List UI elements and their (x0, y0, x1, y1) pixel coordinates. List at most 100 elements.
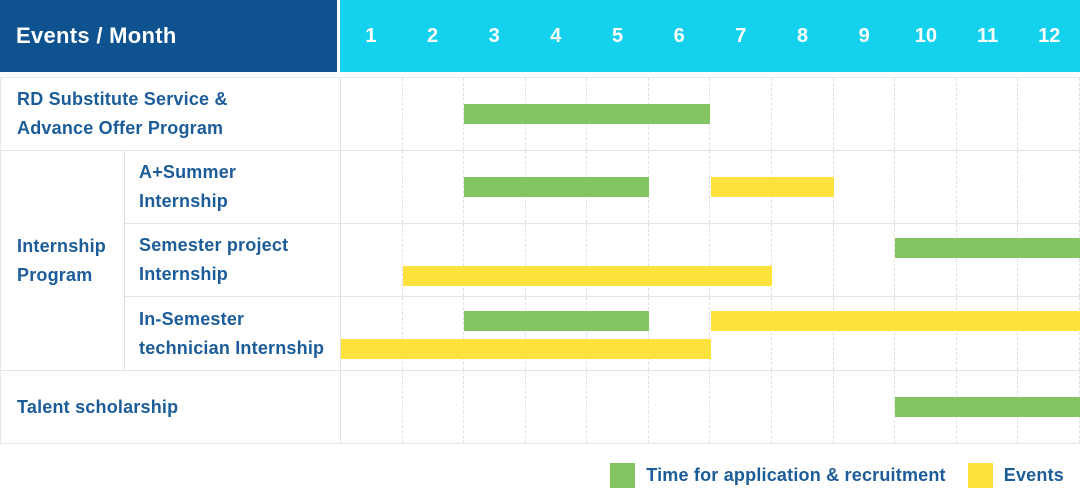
corner-header: Events / Month (0, 0, 337, 72)
grid-cell (649, 224, 711, 296)
grid-cell (957, 78, 1019, 150)
month-header-cell: 5 (611, 24, 624, 47)
grid-cell (464, 371, 526, 443)
bar-application (464, 104, 711, 124)
legend: Time for application & recruitment Events (610, 463, 1064, 488)
row-in-semester-technician-internship: In-Semester technician Internship (125, 297, 1080, 370)
row-group-internship-program: Internship Program A+Summer Internship Semes… (1, 151, 1080, 371)
month-header-cell: 6 (673, 24, 685, 47)
grid-cell (649, 151, 711, 223)
legend-item-application: Time for application & recruitment (610, 463, 946, 488)
month-header-cell: 12 (1038, 24, 1061, 47)
grid-cell (834, 371, 896, 443)
label-line: Internship (139, 264, 229, 284)
legend-label: Events (1003, 465, 1064, 485)
gantt-body: RD Substitute Service & Advance Offer Pro… (0, 77, 1080, 444)
grid-cell (1018, 151, 1080, 223)
row-rd-substitute-service: RD Substitute Service & Advance Offer Pro… (1, 78, 1080, 151)
month-header-cell: 9 (858, 24, 870, 47)
grid-cell (895, 224, 957, 296)
row-a-plus-summer-internship: A+Summer Internship (125, 151, 1080, 224)
grid-cell (957, 224, 1019, 296)
grid-cell (464, 224, 526, 296)
grid-cell (710, 78, 773, 150)
bar-event (710, 177, 834, 197)
bar-event (710, 311, 1080, 331)
grid-cell (834, 151, 896, 223)
grid-cell (834, 297, 896, 370)
grid-cell (772, 297, 834, 370)
grid-cell (526, 297, 588, 370)
grid-cell (341, 371, 403, 443)
month-header-cell: 7 (735, 24, 747, 47)
month-header-cell: 1 (365, 24, 377, 47)
month-header-cell: 2 (426, 24, 439, 47)
bar-application (464, 177, 649, 197)
grid-cell (649, 371, 711, 443)
timeline-semester-project-internship (341, 224, 1080, 296)
label-line: technician Internship (139, 337, 325, 358)
month-header-cell: 10 (914, 24, 937, 47)
row-semester-project-internship: Semester project Internship (125, 224, 1080, 297)
grid-cell (895, 151, 957, 223)
grid-cell (587, 224, 649, 296)
bar-event (402, 266, 773, 286)
corner-header-label: Events / Month (16, 23, 177, 48)
grid-cell (526, 371, 588, 443)
label-line: Semester project (139, 235, 289, 255)
month-header-cell: 4 (550, 24, 562, 47)
grid-cell (341, 224, 403, 296)
timeline-a-plus-summer-internship (341, 151, 1080, 223)
legend-swatch-event (967, 463, 993, 488)
label-line: Internship (139, 191, 229, 211)
timeline-talent-scholarship (341, 371, 1080, 443)
grid-cell (957, 297, 1019, 370)
month-header: 1 2 3 4 5 6 7 8 9 10 11 12 (340, 0, 1080, 72)
label-line: RD Substitute Service & (17, 89, 228, 109)
bar-application (895, 397, 1080, 417)
header-row: Events / Month 1 2 3 4 5 6 7 8 9 10 11 12 (0, 0, 1080, 72)
grid-cell (957, 151, 1019, 223)
grid-cell (341, 151, 403, 223)
timeline-rd-substitute-service (341, 78, 1080, 150)
header-divider (337, 0, 340, 72)
grid-cell (710, 297, 773, 370)
row-label-talent-scholarship: Talent scholarship (1, 371, 341, 443)
bar-application (464, 311, 649, 331)
timeline-in-semester-technician-internship (341, 297, 1080, 370)
grid-cell (403, 371, 465, 443)
label-line: A+Summer (139, 162, 237, 182)
label-line: Talent scholarship (17, 396, 179, 417)
grid-cell (526, 224, 588, 296)
grid-cell (834, 78, 896, 150)
group-subrows: A+Summer Internship Semester project Intern… (125, 151, 1080, 370)
row-talent-scholarship: Talent scholarship (1, 371, 1080, 444)
row-label-rd-substitute-service: RD Substitute Service & Advance Offer Pro… (1, 78, 341, 150)
grid-cell (403, 297, 465, 370)
legend-swatch-application (610, 463, 636, 488)
grid-cell (341, 297, 403, 370)
label-line: Advance Offer Program (17, 118, 224, 138)
grid-cell (403, 78, 465, 150)
row-label-in-semester-technician-internship: In-Semester technician Internship (125, 297, 341, 370)
grid-cell (834, 224, 896, 296)
grid-cell (1018, 297, 1080, 370)
grid-cell (403, 224, 465, 296)
grid-cell (772, 224, 834, 296)
group-label-internship-program: Internship Program (1, 151, 125, 370)
row-label-semester-project-internship: Semester project Internship (125, 224, 341, 296)
label-line: Program (17, 264, 93, 285)
legend-label: Time for application & recruitment (646, 465, 946, 485)
grid-cell (895, 78, 957, 150)
month-header-cell: 3 (488, 24, 500, 47)
legend-item-event: Events (967, 463, 1064, 488)
grid-cell (772, 78, 834, 150)
grid-cell (649, 297, 711, 370)
grid-cell (1018, 78, 1080, 150)
grid-cell (403, 151, 465, 223)
month-header-cell: 11 (976, 24, 999, 47)
grid-cell (587, 297, 649, 370)
grid-cell (710, 224, 773, 296)
label-line: Internship (17, 235, 107, 256)
